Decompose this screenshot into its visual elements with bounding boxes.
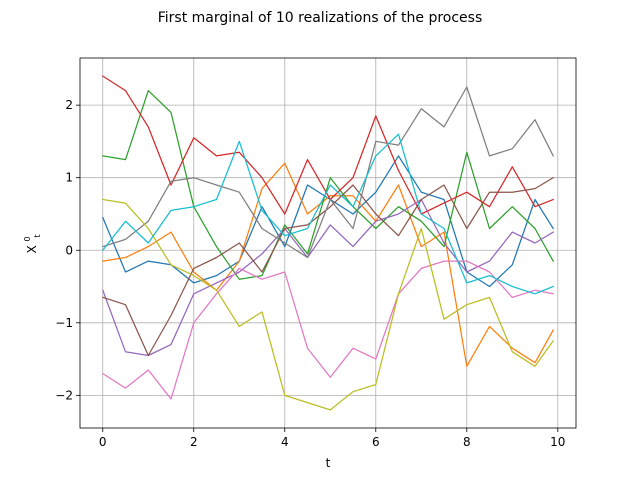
plot-frame — [79, 57, 577, 429]
chart-title: First marginal of 10 realizations of the… — [158, 10, 483, 26]
series-line-5 — [101, 198, 555, 357]
series-line-6 — [102, 176, 555, 357]
y-tick-label: −2 — [55, 388, 73, 402]
x-tick-label: 0 — [99, 435, 107, 449]
y-tick-label: 0 — [65, 243, 73, 257]
series-line-9 — [102, 198, 555, 411]
y-tick-label: 1 — [65, 171, 73, 185]
x-tick-label: 4 — [281, 435, 289, 449]
series-line-3 — [102, 89, 555, 280]
y-axis-label-main: X — [25, 245, 39, 253]
x-tick-label: 2 — [190, 435, 198, 449]
series-line-10 — [101, 133, 555, 295]
y-axis-label-subscript: t — [33, 234, 42, 237]
x-tick-label: 6 — [372, 435, 380, 449]
series-group — [101, 75, 555, 411]
x-axis-label: t — [326, 456, 331, 470]
series-line-2 — [102, 162, 555, 367]
x-tick-label: 8 — [463, 435, 471, 449]
x-tick-label: 10 — [550, 435, 565, 449]
y-tick-label: −1 — [55, 316, 73, 330]
y-axis-label: X 0 t — [19, 233, 42, 254]
y-tick-label: 2 — [65, 98, 73, 112]
series-line-8 — [102, 86, 555, 259]
y-axis: −2 −1 0 1 2 — [55, 98, 80, 402]
x-axis: 0 2 4 6 8 10 — [99, 428, 565, 449]
y-axis-label-superscript: 0 — [23, 236, 32, 241]
series-line-7 — [101, 260, 554, 400]
